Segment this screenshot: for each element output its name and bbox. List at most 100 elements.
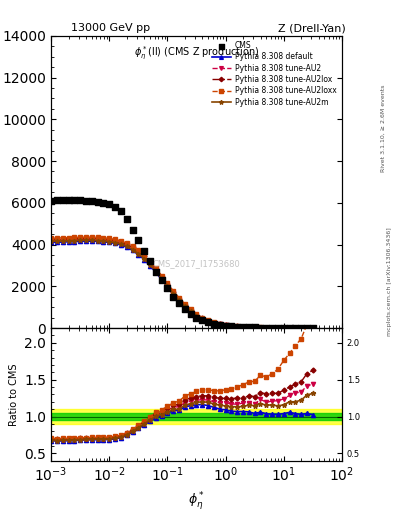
Pythia 8.308 default — [241, 324, 245, 330]
Pythia 8.308 tune-AU2loxx — [235, 323, 240, 329]
Pythia 8.308 tune-AU2 — [258, 325, 263, 331]
Pythia 8.308 tune-AU2lox — [264, 325, 269, 331]
Pythia 8.308 tune-AU2loxx — [84, 234, 88, 240]
CMS — [269, 324, 275, 332]
CMS — [176, 299, 182, 307]
Pythia 8.308 tune-AU2lox — [130, 244, 135, 250]
Pythia 8.308 tune-AU2loxx — [258, 325, 263, 331]
Pythia 8.308 tune-AU2loxx — [287, 325, 292, 331]
Pythia 8.308 tune-AU2lox — [246, 324, 251, 330]
Pythia 8.308 tune-AU2m — [246, 324, 251, 330]
Pythia 8.308 tune-AU2m — [188, 308, 193, 314]
Line: Pythia 8.308 tune-AU2m: Pythia 8.308 tune-AU2m — [49, 238, 315, 330]
Pythia 8.308 tune-AU2 — [107, 238, 112, 244]
Pythia 8.308 tune-AU2lox — [165, 281, 170, 287]
Pythia 8.308 tune-AU2lox — [241, 324, 245, 330]
Pythia 8.308 tune-AU2 — [124, 242, 129, 248]
Pythia 8.308 default — [153, 269, 158, 275]
Line: Pythia 8.308 tune-AU2lox: Pythia 8.308 tune-AU2lox — [50, 237, 314, 330]
Pythia 8.308 tune-AU2 — [84, 236, 88, 242]
Pythia 8.308 tune-AU2lox — [78, 235, 83, 241]
Pythia 8.308 tune-AU2lox — [200, 315, 205, 321]
Pythia 8.308 default — [136, 251, 141, 258]
Pythia 8.308 default — [49, 240, 53, 246]
Pythia 8.308 default — [90, 238, 94, 244]
Pythia 8.308 tune-AU2lox — [305, 325, 309, 331]
Pythia 8.308 default — [119, 242, 123, 248]
Pythia 8.308 tune-AU2m — [217, 322, 222, 328]
Pythia 8.308 tune-AU2m — [252, 325, 257, 331]
Pythia 8.308 tune-AU2lox — [90, 235, 94, 241]
Pythia 8.308 tune-AU2m — [229, 323, 234, 329]
CMS — [292, 324, 299, 332]
Pythia 8.308 tune-AU2 — [235, 324, 240, 330]
CMS — [100, 199, 107, 207]
CMS — [304, 324, 310, 332]
Pythia 8.308 tune-AU2m — [55, 238, 59, 244]
Pythia 8.308 default — [211, 320, 216, 326]
Pythia 8.308 tune-AU2m — [119, 241, 123, 247]
Pythia 8.308 default — [188, 309, 193, 315]
Pythia 8.308 tune-AU2m — [206, 318, 211, 325]
CMS — [252, 324, 258, 332]
CMS — [48, 197, 54, 205]
Pythia 8.308 default — [113, 241, 118, 247]
Pythia 8.308 tune-AU2loxx — [188, 306, 193, 312]
Legend: CMS, Pythia 8.308 default, Pythia 8.308 tune-AU2, Pythia 8.308 tune-AU2lox, Pyth: CMS, Pythia 8.308 default, Pythia 8.308 … — [210, 39, 338, 108]
Pythia 8.308 tune-AU2m — [264, 325, 269, 331]
Pythia 8.308 default — [229, 323, 234, 329]
CMS — [89, 197, 95, 205]
Pythia 8.308 tune-AU2m — [293, 325, 298, 331]
Pythia 8.308 tune-AU2loxx — [310, 325, 315, 331]
Pythia 8.308 tune-AU2loxx — [194, 311, 199, 317]
Pythia 8.308 tune-AU2 — [90, 236, 94, 242]
Pythia 8.308 tune-AU2 — [299, 325, 303, 331]
CMS — [158, 276, 165, 284]
Pythia 8.308 tune-AU2m — [66, 238, 71, 244]
CMS — [94, 198, 101, 206]
Pythia 8.308 tune-AU2 — [229, 323, 234, 329]
Pythia 8.308 tune-AU2lox — [258, 325, 263, 331]
Pythia 8.308 tune-AU2 — [130, 245, 135, 251]
Pythia 8.308 tune-AU2loxx — [72, 234, 77, 241]
Pythia 8.308 tune-AU2m — [84, 237, 88, 243]
Pythia 8.308 tune-AU2loxx — [299, 325, 303, 331]
Pythia 8.308 tune-AU2m — [171, 291, 176, 297]
Pythia 8.308 tune-AU2lox — [217, 321, 222, 327]
CMS — [310, 324, 316, 332]
Pythia 8.308 tune-AU2lox — [235, 324, 240, 330]
Pythia 8.308 default — [177, 298, 182, 304]
Pythia 8.308 default — [107, 240, 112, 246]
Pythia 8.308 tune-AU2m — [299, 325, 303, 331]
Pythia 8.308 tune-AU2 — [171, 290, 176, 296]
Pythia 8.308 tune-AU2 — [148, 261, 152, 267]
Pythia 8.308 tune-AU2loxx — [206, 317, 211, 324]
Pythia 8.308 tune-AU2 — [217, 321, 222, 327]
Pythia 8.308 tune-AU2 — [310, 325, 315, 331]
Pythia 8.308 tune-AU2lox — [153, 266, 158, 272]
CMS — [240, 323, 246, 331]
Pythia 8.308 tune-AU2m — [287, 325, 292, 331]
Pythia 8.308 tune-AU2lox — [229, 323, 234, 329]
CMS — [106, 200, 112, 208]
Pythia 8.308 tune-AU2loxx — [60, 235, 65, 241]
Pythia 8.308 tune-AU2lox — [270, 325, 274, 331]
Line: Pythia 8.308 tune-AU2loxx: Pythia 8.308 tune-AU2loxx — [49, 235, 315, 330]
Pythia 8.308 tune-AU2loxx — [177, 295, 182, 301]
Pythia 8.308 tune-AU2m — [95, 238, 100, 244]
Pythia 8.308 default — [124, 244, 129, 250]
Pythia 8.308 tune-AU2m — [124, 243, 129, 249]
Pythia 8.308 tune-AU2loxx — [90, 234, 94, 240]
Pythia 8.308 tune-AU2 — [223, 322, 228, 328]
CMS — [54, 196, 60, 204]
Pythia 8.308 tune-AU2lox — [119, 239, 123, 245]
Pythia 8.308 tune-AU2loxx — [171, 288, 176, 294]
Pythia 8.308 default — [275, 325, 280, 331]
Pythia 8.308 tune-AU2m — [90, 237, 94, 243]
Pythia 8.308 default — [159, 276, 164, 283]
Pythia 8.308 tune-AU2 — [95, 237, 100, 243]
Pythia 8.308 tune-AU2loxx — [119, 238, 123, 244]
Pythia 8.308 tune-AU2 — [72, 237, 77, 243]
Pythia 8.308 tune-AU2lox — [142, 253, 147, 260]
Pythia 8.308 tune-AU2m — [148, 262, 152, 268]
